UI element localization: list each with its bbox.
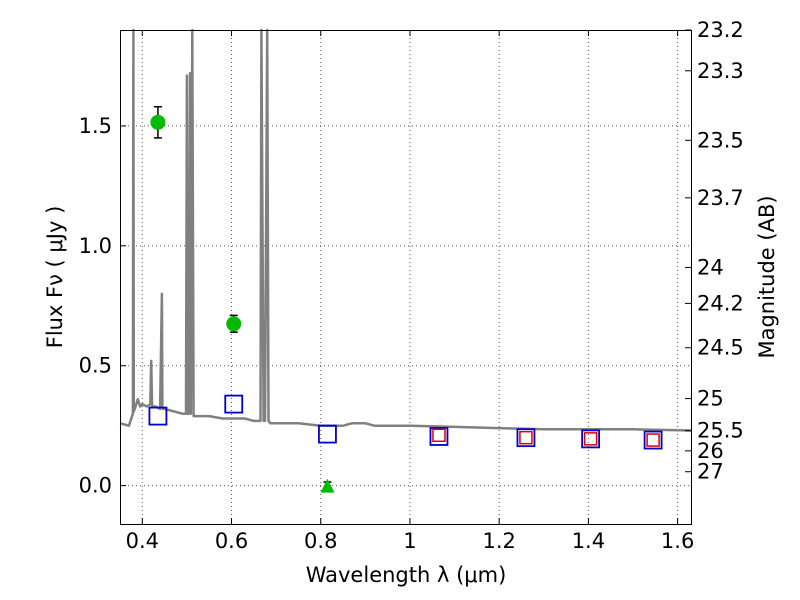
x-tick-label: 0.8: [304, 529, 337, 553]
x-tick-label: 1.4: [572, 529, 605, 553]
model-photometry-point: [643, 430, 663, 450]
tick-layer: 0.4 0.6 0.8 1 1.2 1.4 1.6 0.0 0.5 1.0 1.5 23.2 23.3 2…: [79, 18, 744, 553]
x-tick-label: 1: [403, 529, 416, 553]
model-photometry-point: [318, 424, 337, 444]
model-photometry-point: [581, 429, 601, 449]
y2-tick-label: 25: [697, 387, 724, 411]
y2-axis-label: Magnitude (AB): [755, 195, 779, 358]
model-spectrum-line: [119, 28, 692, 432]
y2-tick-label: 23.5: [697, 128, 744, 152]
y2-tick-label: 24.5: [697, 336, 744, 360]
y2-tick-label: 23.3: [697, 59, 744, 83]
model-photometry-point: [224, 394, 244, 414]
y-axis-label: Flux Fν ( μJy ): [43, 206, 67, 349]
observed-photometry-point: [646, 433, 660, 447]
data-layer: [119, 28, 692, 493]
x-tick-label: 0.6: [215, 529, 248, 553]
y2-tick-label: 23.2: [697, 18, 744, 42]
plot-frame: [120, 30, 692, 525]
model-photometry-point: [148, 406, 168, 426]
grid-layer: [120, 30, 691, 524]
x-axis-label: Wavelength λ (μm): [306, 563, 507, 587]
model-photometry-point: [516, 428, 536, 448]
x-tick-label: 0.4: [126, 529, 159, 553]
y-tick-label: 1.5: [79, 114, 112, 138]
y2-tick-label: 24: [697, 255, 724, 279]
observed-photometry-point: [583, 432, 598, 446]
y2-tick-label: 27: [697, 460, 724, 484]
y-tick-label: 0.0: [79, 474, 112, 498]
y2-tick-label: 24.2: [697, 291, 744, 315]
y2-tick-label: 26: [697, 439, 724, 463]
model-photometry-point: [429, 427, 449, 446]
x-tick-label: 1.2: [482, 529, 515, 553]
y2-tick-label: 25.5: [697, 419, 744, 443]
y2-tick-label: 23.7: [697, 186, 744, 210]
detection-point: [226, 316, 242, 332]
y-tick-label: 0.5: [79, 354, 112, 378]
detection-point: [150, 114, 166, 130]
y-tick-label: 1.0: [79, 234, 112, 258]
observed-photometry-point: [432, 428, 446, 443]
upper-limit-point: [320, 478, 335, 493]
x-tick-label: 1.6: [661, 529, 694, 553]
observed-photometry-point: [519, 430, 533, 445]
